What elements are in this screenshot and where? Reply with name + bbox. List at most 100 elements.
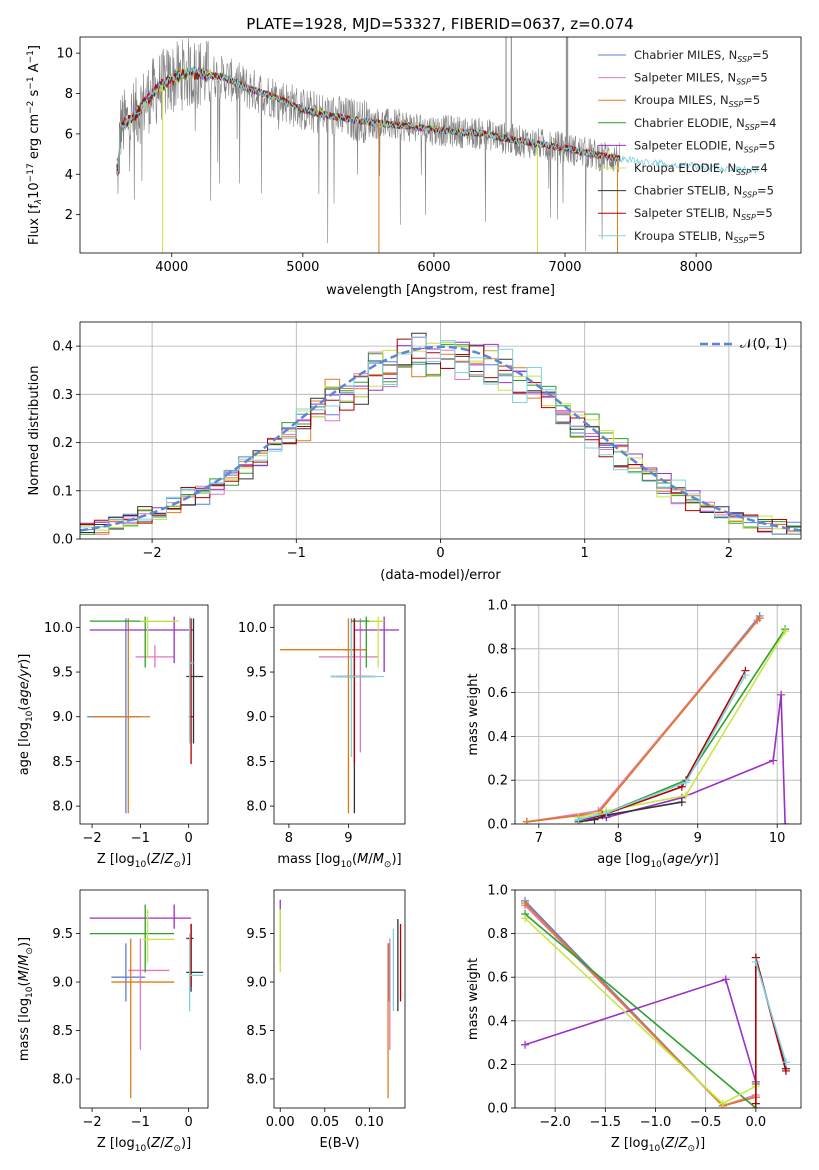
- label-part: Z [log: [611, 1136, 649, 1151]
- label-part: /: [160, 1136, 165, 1151]
- y-tick-label: 8.0: [246, 1072, 267, 1087]
- label-part: ⊙: [173, 1144, 181, 1154]
- label-part: )]: [17, 937, 32, 947]
- series-line: [524, 978, 757, 1083]
- label-part: (: [17, 706, 32, 711]
- label-part: Chabrier MILES, N: [634, 48, 737, 62]
- panel-spectrum: 4000 5000 6000 7000 8000 2 4 6 8 10 wavelength [An…: [26, 36, 802, 298]
- panel-mass-vs-ebv: 0.00 0.05 0.10 8.0 8.5 9.0 9.5 E(B-V): [246, 889, 406, 1151]
- y-tick-label: 8.0: [246, 800, 267, 815]
- legend-label: Salpeter STELIB, NSSP=5: [634, 206, 773, 222]
- x-tick-label: 7: [535, 831, 543, 846]
- label-part: A: [27, 63, 42, 76]
- label-part: −17: [26, 163, 36, 182]
- label-part: Z: [150, 852, 161, 867]
- label-part: =5: [748, 229, 765, 243]
- label-part: Z: [678, 1136, 689, 1151]
- data-point-marker: [781, 627, 790, 636]
- label-part: Kroupa STELIB, N: [634, 229, 734, 243]
- data-point-marker: [777, 690, 786, 699]
- x-tick-label: 7000: [548, 260, 581, 275]
- label-part: SSP: [729, 100, 744, 109]
- label-part: /: [674, 1136, 679, 1151]
- legend-label: Kroupa STELIB, NSSP=5: [634, 229, 765, 245]
- label-part: mass [log: [277, 852, 340, 867]
- x-tick-label: 6000: [417, 260, 450, 275]
- label-part: age [log: [597, 852, 650, 867]
- label-part: SSP: [734, 236, 749, 245]
- x-tick-label: 0.05: [310, 1115, 339, 1130]
- label-part: =5: [757, 184, 774, 198]
- label-part: s: [27, 89, 42, 100]
- y-tick-label: 4: [65, 168, 73, 183]
- y-tick-label: 8.0: [52, 800, 73, 815]
- plot-area-spectrum: [116, 37, 759, 253]
- data-point-marker: [574, 815, 583, 824]
- x-tick-label: 2: [725, 546, 733, 561]
- label-part: ]: [27, 45, 42, 50]
- label-part: 10: [135, 1144, 147, 1154]
- data-point-marker: [681, 778, 690, 787]
- label-part: Kroupa MILES, N: [634, 93, 729, 107]
- panel-age-vs-Z: −2 −1 08.08.59.09.510.0Z [log10(Z/Z⊙)]age …: [17, 604, 209, 870]
- label-part: )]: [695, 1136, 705, 1151]
- data-point-marker: [521, 899, 530, 908]
- y-axis-label: mass weight: [466, 673, 481, 755]
- gaussian-reference-line: [80, 345, 801, 532]
- label-part: /: [17, 965, 32, 970]
- label-part: Z: [664, 1136, 675, 1151]
- series-line: [755, 961, 787, 1063]
- y-tick-label: 0.0: [487, 818, 508, 833]
- label-part: SSP: [745, 123, 760, 132]
- y-tick-label: 0.4: [487, 1014, 508, 1029]
- x-tick-label: 1: [581, 546, 589, 561]
- x-tick-label: 0.0: [745, 1115, 766, 1130]
- plot-area-age-vs-mass: [279, 616, 400, 814]
- axes-frame: [79, 889, 209, 1109]
- label-part: 10: [25, 986, 35, 998]
- label-part: SSP: [742, 191, 757, 200]
- label-part: 10: [649, 1144, 661, 1154]
- data-point-marker: [781, 1066, 790, 1075]
- y-tick-label: 0.8: [487, 927, 508, 942]
- label-part: )]: [181, 1136, 191, 1151]
- figure-title: PLATE=1928, MJD=53327, FIBERID=0637, z=0…: [246, 15, 633, 33]
- label-part: Z [log: [97, 1136, 135, 1151]
- data-point-marker: [602, 809, 611, 818]
- label-part: ⊙: [384, 860, 392, 870]
- label-part: /: [160, 852, 165, 867]
- y-axis-label: Flux [fλ10−17 erg cm−2 s−1 A−1]: [26, 45, 44, 245]
- series-line: [524, 913, 757, 1108]
- label-part: (: [146, 1136, 151, 1151]
- label-part: −1: [26, 76, 36, 89]
- x-axis-label: mass [log10(M/M⊙)]: [277, 852, 401, 870]
- x-tick-label: 9: [344, 831, 352, 846]
- y-tick-label: 8.5: [246, 1024, 267, 1039]
- series-line: [524, 904, 757, 1107]
- label-part: SSP: [736, 78, 751, 87]
- plot-area-mass-vs-ebv: [279, 899, 402, 1099]
- y-tick-label: 9.5: [52, 666, 73, 681]
- y-tick-label: 0.3: [52, 388, 73, 403]
- y-tick-label: 10.0: [44, 621, 73, 636]
- axes-frame: [273, 604, 406, 825]
- y-tick-label: 0.6: [487, 686, 508, 701]
- series-line: [578, 801, 682, 823]
- label-part: SSP: [744, 145, 759, 154]
- x-tick-label: 8000: [680, 260, 713, 275]
- model-spectrum-line: [116, 66, 759, 175]
- y-tick-label: 1.0: [487, 884, 508, 899]
- label-part: /: [368, 852, 373, 867]
- y-tick-label: 10: [56, 47, 73, 62]
- label-part: Salpeter MILES, N: [634, 71, 736, 85]
- y-tick-label: 9.0: [52, 710, 73, 725]
- legend-label: Salpeter ELODIE, NSSP=5: [634, 138, 775, 154]
- label-part: −1: [26, 50, 36, 63]
- label-part: 10: [25, 710, 35, 722]
- plot-area-massweight-vs-age: [515, 605, 801, 824]
- label-part: Chabrier STELIB, N: [634, 184, 742, 198]
- axes-frame: [514, 604, 802, 825]
- label-part: =5: [752, 48, 769, 62]
